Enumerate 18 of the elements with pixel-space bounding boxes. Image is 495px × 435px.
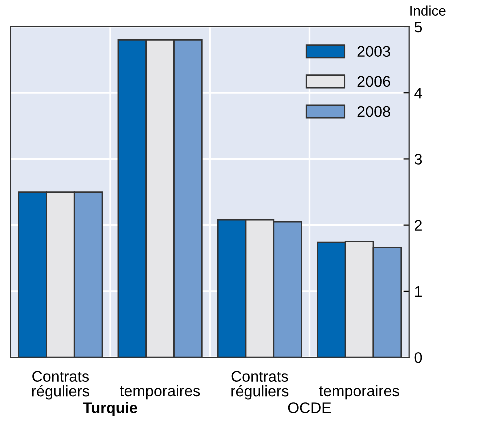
y-tick-label: 3 [414, 154, 422, 165]
y-tick-label: 4 [414, 88, 422, 99]
x-tick-label: temporaires [120, 385, 200, 400]
legend-label: 2008 [358, 106, 390, 118]
y-tick-label: 5 [414, 22, 422, 33]
legend-label: 2003 [358, 46, 390, 58]
x-tick-label: temporaires [319, 385, 400, 400]
text: Contrats [32, 371, 90, 382]
y-tick-label: 0 [414, 352, 422, 364]
y-axis-title: Indice [410, 6, 446, 16]
y-tick-label: 1 [415, 286, 422, 297]
x-tick-label: réguliers [32, 385, 90, 400]
text: OCDE [288, 402, 332, 414]
x-tick-label: réguliers [232, 385, 289, 400]
text: Contrats [232, 371, 288, 382]
y-tick-label: 2 [414, 220, 422, 231]
text: Turquie [83, 402, 138, 416]
legend-label: 2006 [358, 76, 390, 88]
